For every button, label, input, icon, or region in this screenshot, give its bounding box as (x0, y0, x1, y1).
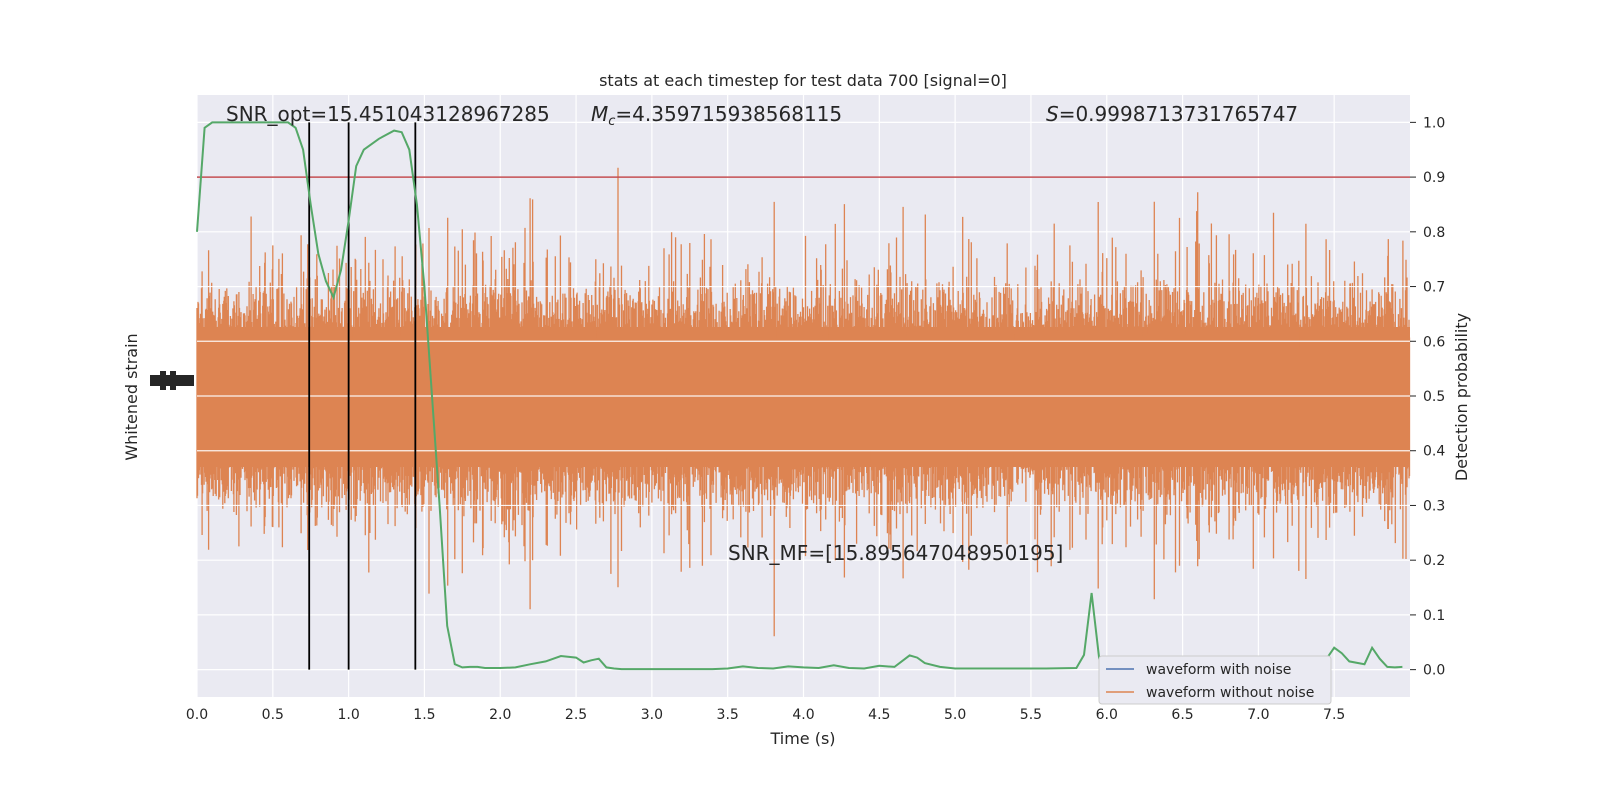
x-tick-label-1: 0.5 (262, 707, 284, 723)
annotation-snr-mf: SNR_MF=[15.895647048950195] (728, 541, 1063, 565)
x-tick-label-11: 5.5 (1020, 707, 1042, 723)
x-tick-label-6: 3.0 (641, 707, 663, 723)
y-tick-label-2: 0.2 (1423, 553, 1445, 569)
x-tick-label-12: 6.0 (1096, 707, 1118, 723)
y-tick-label-4: 0.4 (1423, 444, 1445, 460)
x-tick-label-15: 7.5 (1323, 707, 1345, 723)
legend: waveform with noise waveform without noi… (1098, 655, 1332, 705)
x-tick-label-2: 1.0 (337, 707, 359, 723)
y-ticks-right: 0.0 0.1 0.2 0.3 0.4 0.5 0.6 0.7 0.8 0.9 1.0 (1410, 115, 1445, 679)
x-tick-label-14: 7.0 (1247, 707, 1269, 723)
y-tick-label-6: 0.6 (1423, 334, 1445, 350)
annotation-chirp-mass: Mc=4.359715938568115 (591, 102, 842, 129)
y-tick-label-8: 0.8 (1423, 225, 1445, 241)
y-tick-label-10: 1.0 (1423, 115, 1445, 131)
x-tick-label-10: 5.0 (944, 707, 966, 723)
legend-box (1098, 655, 1332, 705)
x-ticks: 0.0 0.5 1.0 1.5 2.0 2.5 3.0 3.5 4.0 4.5 5.0 5.5 6.0 6… (186, 707, 1345, 723)
y-tick-label-9: 0.9 (1423, 170, 1445, 186)
y-tick-label-7: 0.7 (1423, 280, 1445, 296)
x-tick-label-9: 4.5 (868, 707, 890, 723)
x-tick-label-13: 6.5 (1171, 707, 1193, 723)
x-tick-label-5: 2.5 (565, 707, 587, 723)
x-tick-label-4: 2.0 (489, 707, 511, 723)
strain-waveform (196, 167, 1411, 637)
chart-title: stats at each timestep for test data 700… (599, 71, 1007, 90)
x-tick-label-0: 0.0 (186, 707, 208, 723)
legend-label-0: waveform with noise (1146, 662, 1291, 678)
left-tick-cluster (150, 371, 194, 390)
x-tick-label-7: 3.5 (717, 707, 739, 723)
annotation-snr-opt: SNR_opt=15.451043128967285 (226, 102, 550, 126)
y-axis-label-right: Detection probability (1452, 313, 1471, 481)
x-tick-label-8: 4.0 (792, 707, 814, 723)
y-tick-label-0: 0.0 (1423, 663, 1445, 679)
x-tick-label-3: 1.5 (413, 707, 435, 723)
strain-series (196, 167, 1411, 637)
legend-label-1: waveform without noise (1146, 685, 1314, 701)
y-tick-label-3: 0.3 (1423, 498, 1445, 514)
annotation-overlap: S=0.9998713731765747 (1046, 102, 1298, 126)
y-tick-label-5: 0.5 (1423, 389, 1445, 405)
y-tick-label-1: 0.1 (1423, 608, 1445, 624)
x-axis-label: Time (s) (769, 729, 835, 748)
y-axis-label-left: Whitened strain (122, 333, 141, 460)
